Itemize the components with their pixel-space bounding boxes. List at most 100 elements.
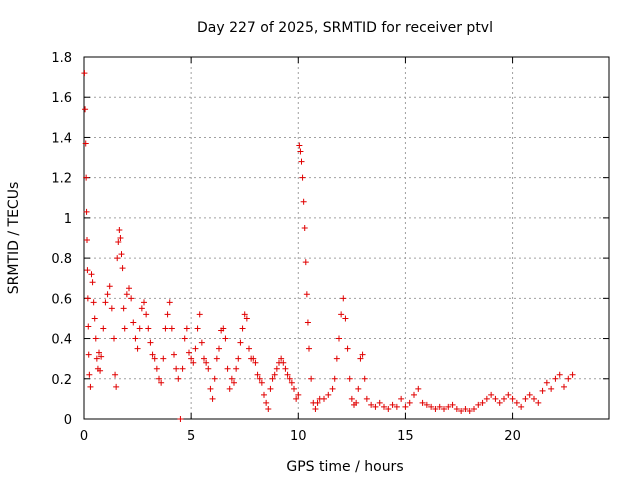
data-point bbox=[213, 355, 220, 362]
data-point bbox=[102, 299, 109, 306]
data-point bbox=[87, 383, 94, 390]
data-point bbox=[361, 375, 368, 382]
y-tick-label: 1.4 bbox=[51, 131, 72, 146]
data-point bbox=[453, 405, 460, 412]
data-point bbox=[83, 208, 90, 215]
y-tick-label: 0.6 bbox=[51, 292, 72, 307]
data-point bbox=[441, 405, 447, 412]
data-point bbox=[190, 359, 197, 366]
data-point bbox=[88, 271, 95, 278]
data-point bbox=[466, 407, 473, 414]
data-point bbox=[141, 299, 147, 306]
data-series-srmtid bbox=[81, 70, 576, 422]
data-point bbox=[147, 339, 154, 346]
data-point bbox=[100, 325, 107, 332]
data-point bbox=[475, 401, 482, 408]
data-point bbox=[134, 345, 141, 352]
data-point bbox=[263, 399, 270, 406]
y-tick-label: 1.6 bbox=[51, 91, 72, 106]
data-point bbox=[175, 375, 182, 382]
data-point bbox=[304, 319, 311, 326]
data-point bbox=[513, 399, 520, 406]
data-point bbox=[132, 335, 139, 342]
data-point bbox=[471, 405, 477, 412]
y-tick-label: 0.2 bbox=[51, 373, 72, 388]
data-point bbox=[228, 375, 235, 382]
data-point bbox=[177, 416, 184, 422]
y-tick-label: 0 bbox=[64, 413, 72, 428]
data-point bbox=[192, 345, 199, 352]
data-point bbox=[531, 395, 537, 402]
data-point bbox=[224, 365, 231, 372]
data-point bbox=[183, 325, 190, 332]
data-point bbox=[423, 401, 430, 408]
data-point bbox=[83, 174, 90, 181]
data-point bbox=[449, 401, 456, 408]
data-point bbox=[104, 291, 111, 298]
data-point bbox=[535, 399, 542, 406]
data-point bbox=[164, 311, 171, 318]
data-point bbox=[483, 395, 490, 402]
data-point bbox=[348, 395, 355, 402]
data-point bbox=[297, 148, 304, 155]
data-point bbox=[98, 353, 105, 360]
data-point bbox=[211, 375, 218, 382]
data-point bbox=[188, 355, 195, 362]
data-point bbox=[269, 375, 276, 382]
data-point bbox=[117, 235, 124, 241]
data-point bbox=[149, 351, 156, 358]
data-point bbox=[505, 391, 512, 398]
data-point bbox=[526, 391, 533, 398]
data-point bbox=[271, 371, 278, 378]
data-point bbox=[428, 403, 435, 410]
data-point bbox=[338, 311, 345, 318]
data-point bbox=[207, 385, 214, 392]
data-point bbox=[288, 379, 295, 386]
data-point bbox=[84, 237, 90, 244]
data-point bbox=[325, 391, 332, 398]
data-point bbox=[303, 291, 310, 298]
data-point bbox=[321, 395, 327, 402]
data-point bbox=[296, 142, 303, 149]
x-tick-label: 15 bbox=[397, 429, 414, 444]
data-point bbox=[112, 371, 119, 378]
data-point bbox=[393, 403, 400, 410]
data-point bbox=[252, 359, 259, 366]
data-point bbox=[267, 385, 274, 392]
data-point bbox=[126, 285, 132, 292]
y-tick-label: 0.4 bbox=[51, 333, 72, 348]
data-point bbox=[306, 345, 312, 352]
data-point bbox=[91, 315, 98, 322]
data-point bbox=[331, 375, 338, 382]
data-point bbox=[220, 325, 227, 332]
data-point bbox=[282, 365, 289, 372]
data-point bbox=[372, 403, 379, 410]
data-point bbox=[186, 349, 192, 356]
data-point bbox=[171, 351, 177, 358]
y-tick-label: 1.2 bbox=[51, 172, 72, 187]
y-axis-label: SRMTID / TECUs bbox=[6, 182, 22, 295]
data-point bbox=[216, 345, 222, 352]
data-point bbox=[209, 395, 216, 402]
data-point bbox=[501, 395, 507, 402]
data-point bbox=[86, 371, 93, 378]
data-point bbox=[312, 405, 319, 412]
data-point bbox=[120, 305, 127, 312]
data-point bbox=[333, 355, 340, 362]
data-point bbox=[243, 315, 250, 322]
data-point bbox=[406, 399, 413, 406]
data-point bbox=[488, 391, 495, 398]
y-tick-label: 1.8 bbox=[51, 51, 72, 66]
data-point bbox=[113, 383, 120, 390]
data-point bbox=[85, 323, 92, 330]
data-point bbox=[411, 391, 417, 398]
data-point bbox=[458, 407, 465, 414]
data-point bbox=[116, 226, 123, 233]
data-point bbox=[280, 359, 287, 366]
data-point bbox=[108, 305, 115, 312]
data-point bbox=[84, 267, 91, 274]
data-point bbox=[522, 395, 529, 402]
data-point bbox=[231, 379, 237, 386]
data-point bbox=[300, 198, 307, 205]
